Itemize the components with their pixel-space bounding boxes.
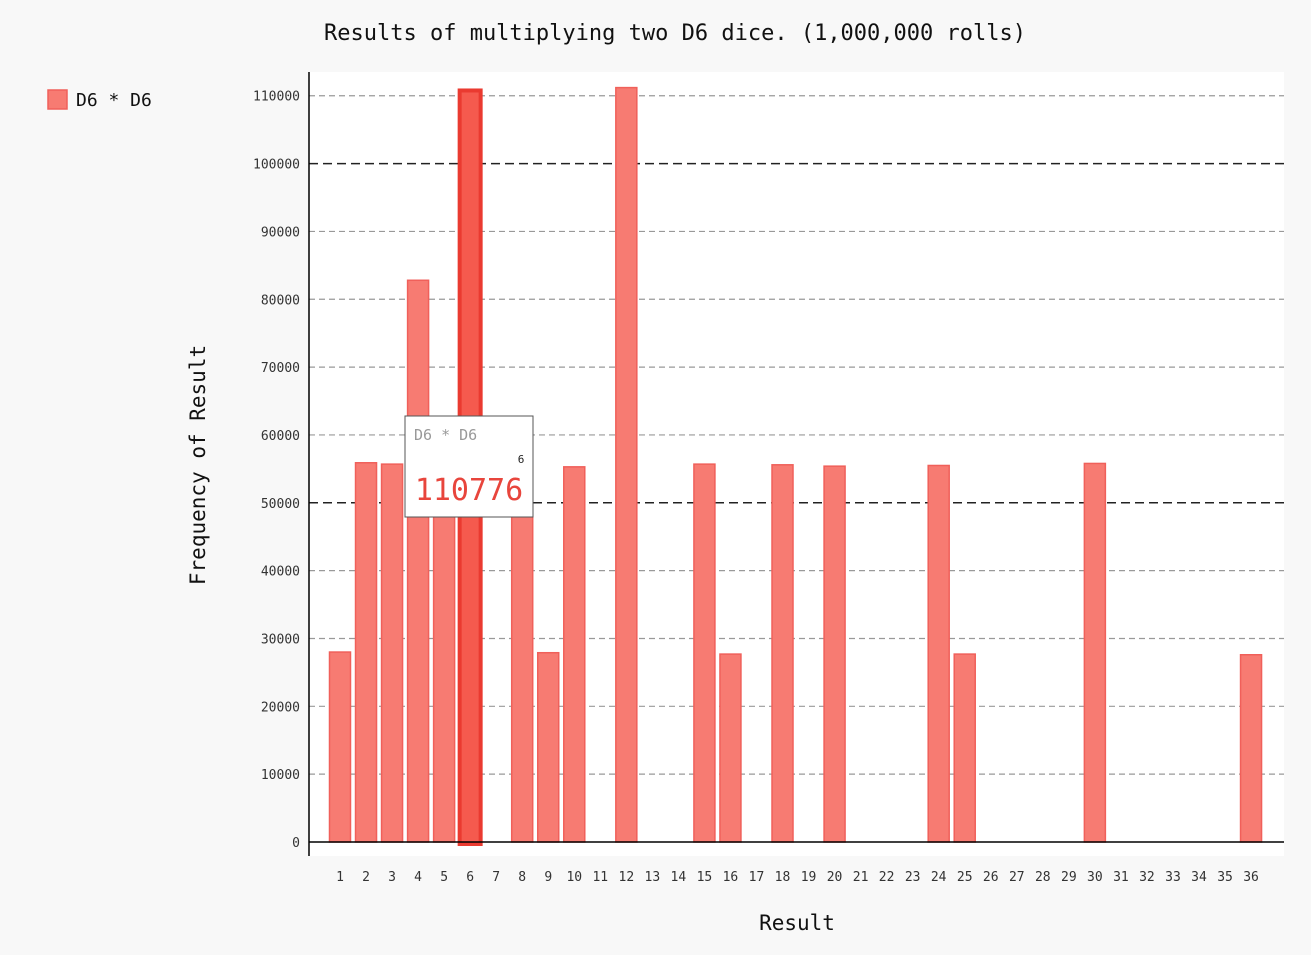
y-tick-label: 110000 (253, 90, 300, 105)
bar[interactable] (615, 86, 638, 843)
x-tick-label: 28 (1035, 870, 1051, 885)
x-tick-label: 34 (1191, 870, 1207, 885)
x-tick-label: 26 (983, 870, 999, 885)
tooltip-value: 110776 (415, 473, 523, 508)
x-tick-label: 7 (492, 870, 500, 885)
bar[interactable] (510, 464, 534, 843)
x-tick-label: 15 (697, 870, 713, 885)
y-axis-ticks: 0 10000 20000 30000 40000 50000 60000 70000 8000… (253, 90, 300, 851)
x-tick-label: 27 (1009, 870, 1025, 885)
x-tick-label: 22 (879, 870, 895, 885)
x-tick-label: 9 (544, 870, 552, 885)
y-tick-label: 80000 (261, 293, 300, 308)
x-tick-label: 23 (905, 870, 921, 885)
bar[interactable] (328, 651, 352, 843)
x-tick-label: 5 (440, 870, 448, 885)
y-tick-label: 50000 (261, 497, 300, 512)
bar[interactable] (771, 464, 794, 843)
bar[interactable] (927, 464, 950, 843)
x-tick-label: 36 (1243, 870, 1259, 885)
x-tick-label: 13 (645, 870, 661, 885)
x-tick-label: 30 (1087, 870, 1103, 885)
bar[interactable] (354, 462, 378, 843)
x-tick-label: 33 (1165, 870, 1181, 885)
x-tick-label: 20 (827, 870, 843, 885)
x-tick-label: 4 (414, 870, 422, 885)
chart-title: Results of multiplying two D6 dice. (1,0… (324, 21, 1026, 46)
x-tick-label: 29 (1061, 870, 1077, 885)
x-tick-label: 12 (619, 870, 635, 885)
x-tick-label: 6 (466, 870, 474, 885)
y-tick-label: 90000 (261, 225, 300, 240)
y-tick-label: 20000 (261, 700, 300, 715)
x-tick-label: 11 (592, 870, 608, 885)
legend[interactable]: D6 * D6 (47, 89, 152, 111)
x-tick-label: 18 (775, 870, 791, 885)
y-axis-title: Frequency of Result (186, 345, 210, 585)
y-tick-label: 10000 (261, 768, 300, 783)
y-tick-label: 40000 (261, 565, 300, 580)
x-tick-label: 19 (801, 870, 817, 885)
x-tick-label: 31 (1113, 870, 1129, 885)
tooltip-series-label: D6 * D6 (414, 426, 477, 444)
tooltip: D6 * D6 6 110776 (404, 415, 534, 518)
bars (328, 86, 1263, 847)
x-tick-label: 21 (853, 870, 869, 885)
x-tick-label: 8 (518, 870, 526, 885)
x-tick-label: 25 (957, 870, 973, 885)
x-tick-label: 14 (671, 870, 687, 885)
x-tick-label: 35 (1217, 870, 1233, 885)
bar[interactable] (1239, 654, 1263, 843)
y-tick-label: 100000 (253, 158, 300, 173)
bar[interactable] (953, 653, 976, 843)
x-tick-label: 3 (388, 870, 396, 885)
bar[interactable] (823, 465, 846, 843)
x-tick-label: 32 (1139, 870, 1155, 885)
x-tick-label: 10 (566, 870, 582, 885)
y-tick-label: 70000 (261, 361, 300, 376)
y-tick-label: 60000 (261, 429, 300, 444)
tooltip-x-value: 6 (518, 453, 525, 466)
y-tick-label: 30000 (261, 632, 300, 647)
x-tick-label: 2 (362, 870, 370, 885)
bar[interactable] (380, 463, 404, 843)
x-axis-title: Result (759, 911, 835, 935)
bar[interactable] (432, 464, 456, 843)
bar[interactable] (536, 651, 560, 843)
x-tick-label: 17 (749, 870, 765, 885)
bar[interactable] (563, 466, 586, 843)
tooltip-box (404, 415, 534, 518)
bar[interactable] (719, 653, 742, 843)
legend-swatch (47, 89, 68, 110)
bar[interactable] (693, 463, 716, 843)
x-tick-label: 1 (336, 870, 344, 885)
legend-label: D6 * D6 (76, 90, 152, 111)
bar[interactable] (1083, 462, 1107, 843)
x-tick-label: 24 (931, 870, 947, 885)
y-tick-label: 0 (292, 836, 300, 851)
bar[interactable] (406, 279, 430, 843)
x-axis-ticks: 1 2 3 4 5 6 7 8 9 10 11 12 13 14 15 16 17 18 19 20 21 22 23 24 2… (336, 870, 1259, 885)
x-tick-label: 16 (723, 870, 739, 885)
